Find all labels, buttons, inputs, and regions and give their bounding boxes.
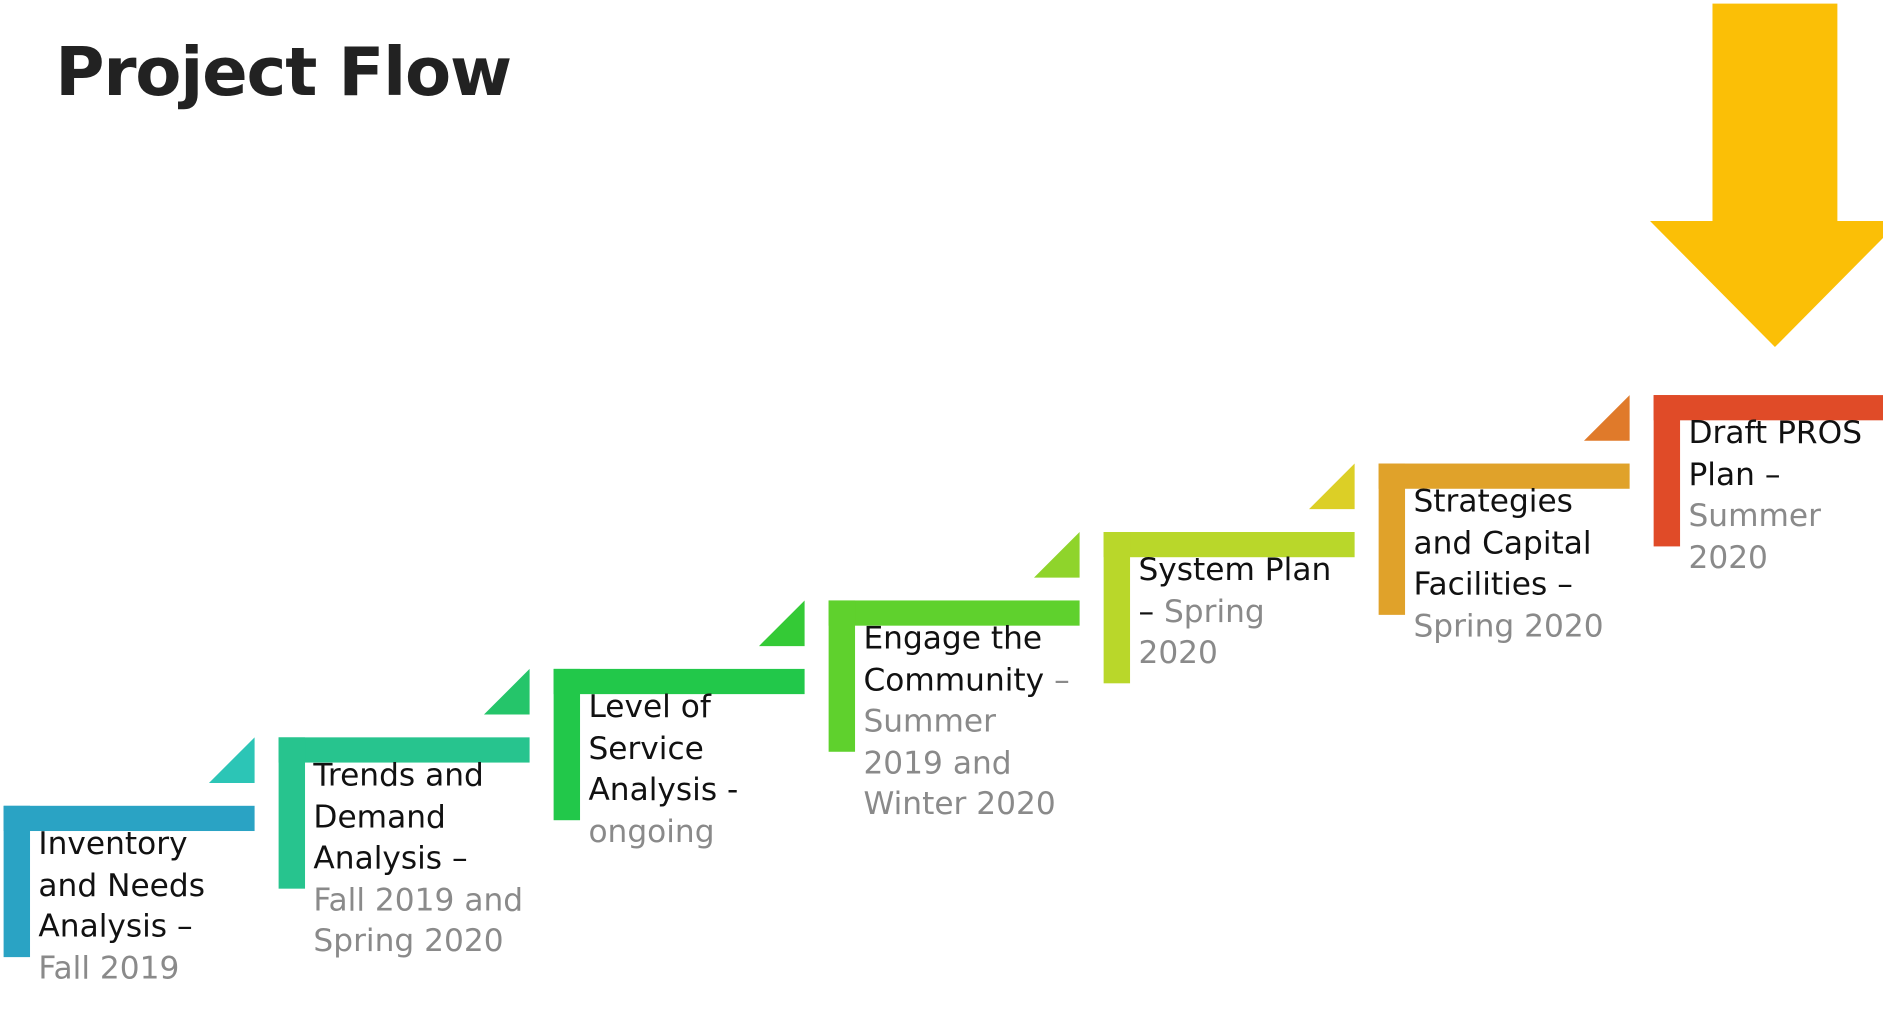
step-corner	[1583, 395, 1630, 441]
step-date: Fall 2019 and Spring 2020	[313, 882, 524, 960]
step-text: Engage the Community – Summer 2019 and W…	[863, 618, 1077, 825]
step-bar	[3, 805, 255, 832]
step-bar	[828, 600, 1080, 626]
step-bar	[278, 737, 530, 763]
step-text: Strategies and Capital Facilities – Spri…	[1413, 482, 1627, 648]
step-bar	[553, 668, 805, 695]
step-corner	[1033, 531, 1080, 578]
step-text: Draft PROS Plan – Summer 2020	[1688, 413, 1883, 579]
step-text: System Plan – Spring 2020	[1138, 550, 1352, 674]
step-bar	[1653, 395, 1883, 421]
step-label: Inventory and Needs Analysis –	[38, 826, 205, 946]
arrow-head	[1650, 220, 1883, 348]
step-label: Engage the Community	[863, 620, 1045, 699]
step-text: Inventory and Needs Analysis – Fall 2019	[38, 824, 252, 990]
step-date: ongoing	[588, 813, 715, 850]
step-label: System Plan –	[1138, 552, 1332, 630]
step-date: Summer 2020	[1688, 498, 1821, 576]
slide-title: Project Flow	[55, 33, 512, 112]
step-bar	[1378, 463, 1630, 489]
step-corner	[758, 600, 805, 647]
step-post	[553, 668, 581, 821]
step-corner	[1308, 463, 1355, 510]
step-label: Draft PROS Plan –	[1688, 415, 1863, 493]
step-text: Level of Service Analysis - ongoing	[588, 687, 802, 853]
step-date: Spring 2020	[1138, 593, 1265, 672]
step-post	[828, 600, 856, 752]
step-date: Spring 2020	[1413, 608, 1604, 645]
step-label: Level of Service Analysis -	[588, 689, 739, 809]
arrow-stem	[1712, 3, 1838, 224]
step-corner	[208, 737, 255, 783]
step-post	[1103, 531, 1131, 684]
step-bar	[1103, 531, 1355, 558]
step-text: Trends and Demand Analysis – Fall 2019 a…	[313, 755, 527, 962]
step-post	[1653, 395, 1681, 547]
step-date: Fall 2019	[38, 950, 180, 987]
step-date: – Summer 2019 and Winter 2020	[863, 662, 1070, 823]
step-label: Trends and Demand Analysis –	[313, 757, 484, 877]
step-post	[1378, 463, 1406, 615]
step-label: Strategies and Capital Facilities –	[1413, 483, 1592, 603]
step-post	[278, 737, 306, 889]
step-post	[3, 805, 31, 958]
step-corner	[483, 668, 530, 715]
